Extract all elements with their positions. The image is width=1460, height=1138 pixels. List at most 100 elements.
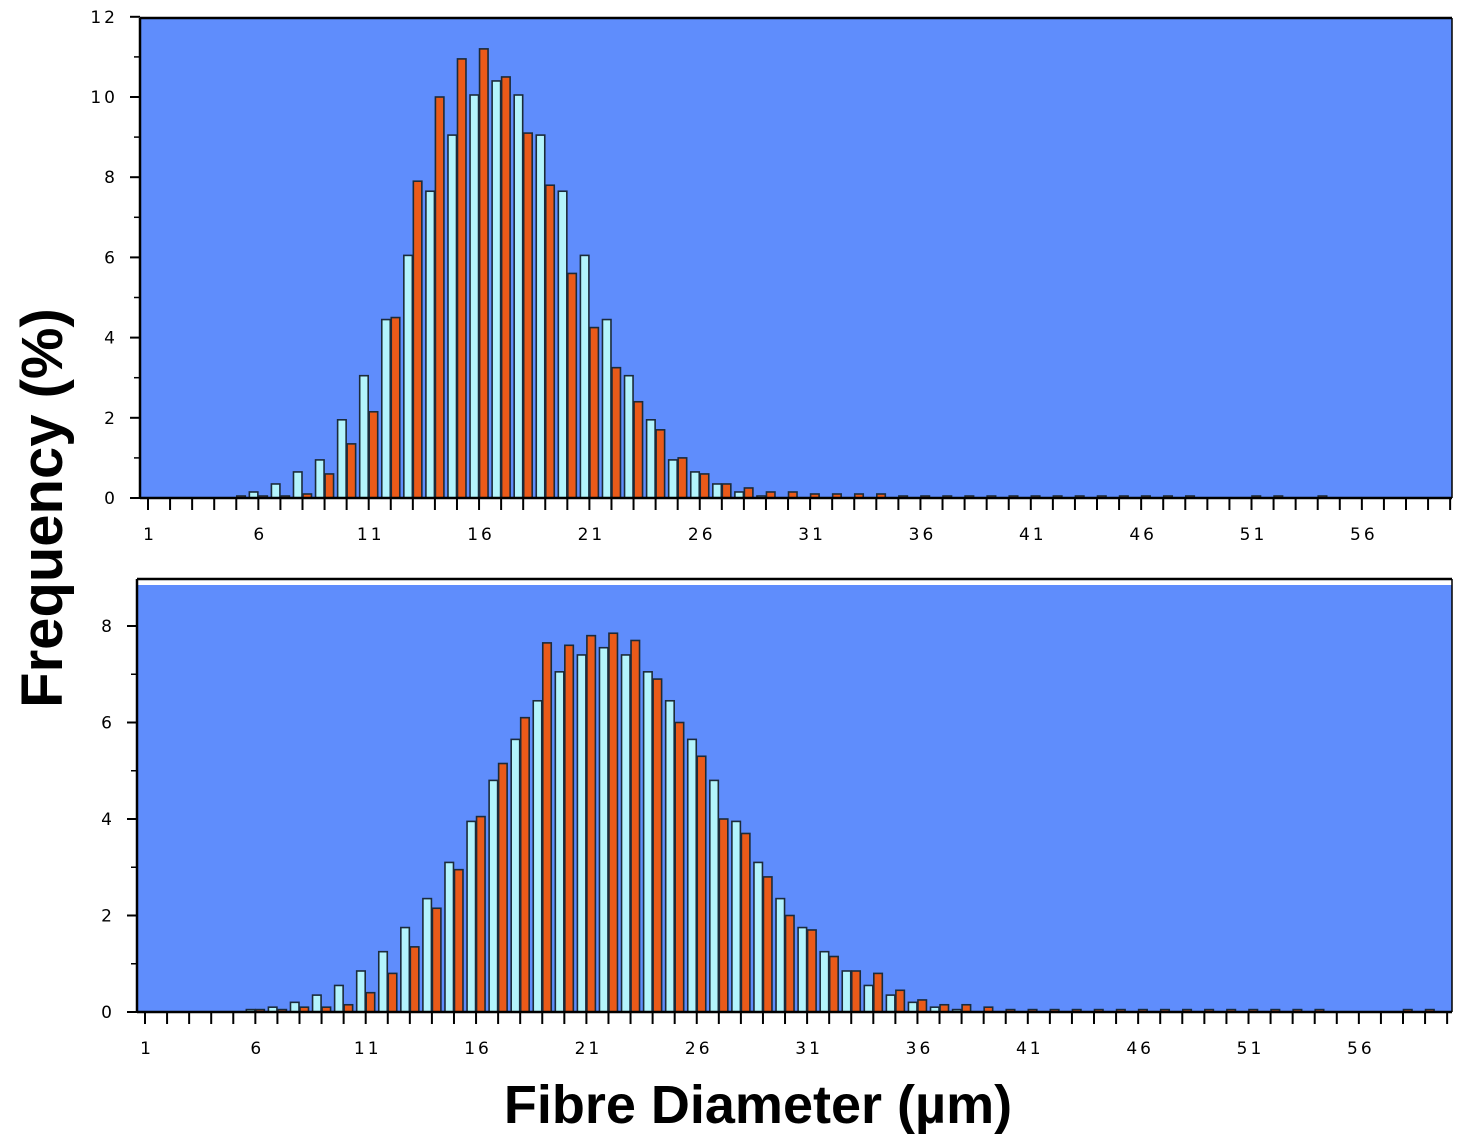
bar-series-a (466, 820, 477, 1013)
x-tick-label: 56 (1350, 525, 1378, 545)
bar-series-a (623, 374, 634, 499)
bar-series-a (336, 419, 347, 499)
y-axis-title: Frequency (%) (10, 308, 75, 708)
bar-series-b (740, 832, 751, 1013)
x-tick-label: 31 (795, 1039, 823, 1059)
bar-series-a (664, 699, 675, 1013)
bar-series-a (753, 861, 764, 1013)
bar-series-a (513, 94, 524, 499)
plot-area (140, 18, 1452, 498)
bar-series-a (314, 459, 325, 499)
x-tick-label: 16 (464, 1039, 492, 1059)
bar-series-a (355, 970, 367, 1013)
bar-series-b (762, 876, 773, 1013)
x-tick-label: 41 (1016, 1039, 1044, 1059)
y-tick-label: 10 (90, 88, 118, 108)
bar-series-b (895, 989, 906, 1013)
bar-series-a (601, 318, 612, 499)
bar-series-a (645, 419, 656, 499)
x-tick-label: 36 (906, 1039, 934, 1059)
bar-series-a (425, 190, 436, 499)
y-tick-label: 4 (104, 329, 118, 349)
bar-series-b (346, 443, 357, 499)
x-tick-label: 21 (575, 1039, 603, 1059)
bar-series-a (885, 994, 896, 1013)
y-tick-label: 8 (104, 168, 118, 188)
bar-series-b (544, 184, 556, 499)
y-tick-label: 12 (90, 8, 118, 28)
x-tick-label: 46 (1129, 525, 1157, 545)
x-tick-label: 41 (1019, 525, 1047, 545)
bar-series-b (611, 366, 622, 499)
bar-series-a (510, 738, 521, 1013)
bar-series-b (586, 634, 597, 1013)
x-tick-label: 51 (1237, 1039, 1265, 1059)
bar-series-a (598, 646, 609, 1013)
bar-series-b (699, 473, 710, 499)
x-tick-label: 1 (143, 525, 157, 545)
bar-series-a (292, 471, 303, 499)
y-tick-label: 4 (101, 810, 115, 830)
bar-series-a (731, 820, 742, 1013)
y-tick-label: 2 (101, 907, 115, 927)
bar-series-b (478, 48, 489, 499)
x-tick-label: 21 (578, 525, 606, 545)
bar-series-a (620, 654, 631, 1013)
bar-series-a (532, 699, 543, 1013)
y-tick-label: 8 (101, 617, 115, 637)
bar-series-b (390, 316, 401, 499)
bar-series-b (718, 818, 729, 1013)
y-tick-label: 0 (104, 489, 118, 509)
bar-series-a (686, 738, 698, 1013)
bar-series-a (380, 318, 392, 499)
bar-series-a (535, 134, 546, 499)
bar-series-a (557, 190, 568, 499)
bar-series-b (873, 972, 884, 1013)
x-tick-label: 11 (357, 525, 385, 545)
bar-series-b (500, 76, 511, 499)
bar-series-b (589, 326, 600, 499)
bar-series-a (775, 897, 786, 1013)
x-tick-label: 46 (1126, 1039, 1154, 1059)
x-tick-label: 6 (250, 1039, 264, 1059)
bar-series-a (488, 779, 499, 1013)
bar-series-b (412, 180, 423, 499)
y-tick-label: 6 (104, 248, 118, 268)
bar-series-a (358, 374, 370, 499)
bar-series-a (841, 970, 852, 1013)
bar-series-b (456, 58, 467, 499)
bar-series-b (652, 678, 663, 1013)
bar-series-a (797, 926, 808, 1013)
bar-series-b (806, 929, 817, 1013)
bar-series-b (541, 642, 553, 1013)
bar-series-a (491, 80, 502, 499)
bar-series-b (324, 473, 335, 499)
x-tick-label: 26 (688, 525, 716, 545)
bar-series-b (743, 487, 754, 499)
bar-series-a (333, 984, 344, 1013)
bar-series-b (655, 429, 666, 499)
bar-series-a (576, 654, 587, 1013)
y-tick-label: 0 (101, 1003, 115, 1023)
bar-series-a (863, 984, 874, 1013)
x-axis-title: Fibre Diameter (µm) (504, 1075, 1012, 1135)
bar-series-a (819, 950, 830, 1013)
bar-series-b (453, 868, 464, 1013)
bar-series-a (311, 994, 322, 1013)
bar-series-b (431, 907, 442, 1013)
bar-series-b (696, 755, 707, 1013)
bar-series-a (400, 926, 411, 1013)
bar-series-b (677, 457, 688, 499)
bar-series-b (784, 914, 795, 1013)
bar-series-a (447, 134, 458, 499)
bar-series-b (633, 400, 644, 499)
bar-series-a (579, 254, 590, 499)
x-tick-label: 1 (140, 1039, 154, 1059)
x-tick-label: 31 (798, 525, 826, 545)
bar-series-a (444, 861, 455, 1013)
bar-series-a (907, 1001, 918, 1013)
bar-series-a (689, 471, 701, 499)
bar-series-b (434, 96, 445, 499)
x-tick-label: 11 (354, 1039, 382, 1059)
